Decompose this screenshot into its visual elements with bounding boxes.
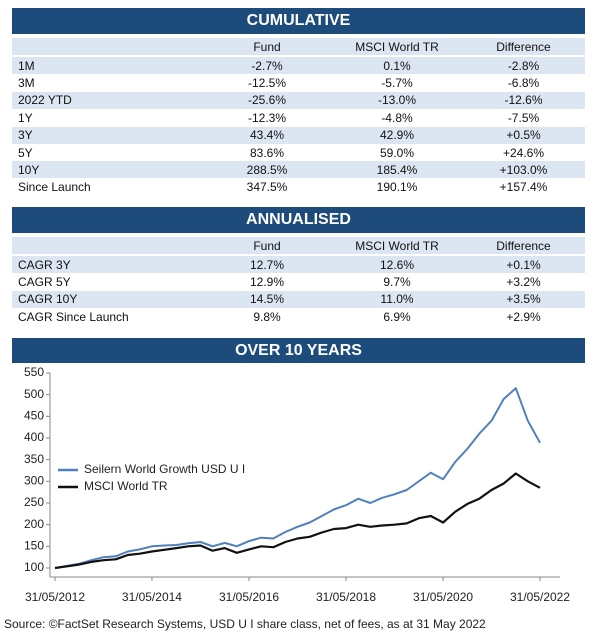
row-label: 3Y: [18, 128, 33, 143]
column-header: Fund: [253, 39, 281, 54]
x-tick-label: 31/05/2018: [316, 590, 376, 604]
cell: 6.9%: [383, 309, 411, 324]
legend-label: Seilern World Growth USD U I: [84, 462, 245, 476]
row-label: CAGR 5Y: [18, 274, 71, 289]
cell: +0.1%: [506, 257, 541, 272]
row-label: 10Y: [18, 162, 40, 177]
x-tick-label: 31/05/2014: [122, 590, 182, 604]
cell: -7.5%: [507, 110, 540, 125]
source-note: Source: ©FactSet Research Systems, USD U…: [4, 617, 486, 631]
row-label: Since Launch: [18, 180, 91, 195]
y-tick-label: 500: [24, 387, 44, 401]
column-header-row: Fund MSCI World TR Difference: [12, 38, 585, 55]
table-row: 1M -2.7% 0.1% -2.8%: [12, 57, 585, 74]
series-line: [54, 472, 541, 570]
y-tick-label: 150: [24, 539, 44, 553]
cell: +3.5%: [506, 292, 541, 307]
table-row: CAGR 3Y 12.7% 12.6% +0.1%: [12, 256, 585, 273]
cell: 59.0%: [379, 145, 415, 160]
cell: -4.8%: [381, 110, 413, 125]
cell: +157.4%: [499, 180, 548, 195]
legend-label: MSCI World TR: [84, 479, 168, 493]
cell: 0.1%: [383, 58, 411, 73]
row-label: CAGR 10Y: [18, 292, 78, 307]
section-header: OVER 10 YEARS: [12, 338, 585, 363]
cell: -5.7%: [381, 75, 413, 90]
section-header: ANNUALISED: [12, 207, 585, 233]
x-tick-label: 31/05/2012: [25, 590, 85, 604]
row-label: 5Y: [18, 145, 33, 160]
row-label: CAGR Since Launch: [18, 309, 129, 324]
x-tick-label: 31/05/2022: [510, 590, 570, 604]
cell: -12.3%: [247, 110, 287, 125]
table-row: CAGR Since Launch 9.8% 6.9% +2.9%: [12, 308, 585, 325]
y-tick-label: 550: [24, 365, 44, 379]
y-tick-label: 400: [24, 430, 44, 444]
y-tick-label: 200: [24, 517, 44, 531]
cell: 83.6%: [249, 145, 285, 160]
table-row: CAGR 5Y 12.9% 9.7% +3.2%: [12, 273, 585, 290]
section-header: CUMULATIVE: [12, 8, 585, 34]
column-header: Difference: [496, 238, 551, 253]
column-header: MSCI World TR: [355, 238, 439, 253]
row-label: 2022 YTD: [18, 93, 72, 108]
y-tick-label: 350: [24, 452, 44, 466]
table-row: Since Launch 347.5% 190.1% +157.4%: [12, 179, 585, 196]
table-row: 2022 YTD -25.6% -13.0% -12.6%: [12, 91, 585, 109]
series-line: [54, 387, 541, 569]
table-row: 5Y 83.6% 59.0% +24.6%: [12, 144, 585, 161]
x-tick-label: 31/05/2020: [413, 590, 473, 604]
cell: -12.5%: [247, 75, 287, 90]
table-row: 10Y 288.5% 185.4% +103.0%: [12, 161, 585, 179]
cell: +0.5%: [506, 128, 541, 143]
cell: +3.2%: [506, 274, 541, 289]
row-label: 1Y: [18, 110, 33, 125]
cell: 12.6%: [379, 257, 415, 272]
cell: +24.6%: [502, 145, 545, 160]
row-label: 3M: [18, 75, 35, 90]
chart: 100 150 200 250 300 350 400 450 500 550 31/05/2012…: [24, 365, 570, 604]
column-header: Fund: [253, 238, 281, 253]
cell: 11.0%: [380, 292, 414, 307]
y-tick-label: 450: [24, 409, 44, 423]
cell: -6.8%: [507, 75, 540, 90]
cell: 9.8%: [253, 309, 281, 324]
cell: 288.5%: [246, 162, 288, 177]
cell: +103.0%: [499, 162, 548, 177]
row-label: CAGR 3Y: [18, 257, 71, 272]
table-row: CAGR 10Y 14.5% 11.0% +3.5%: [12, 290, 585, 308]
y-tick-label: 100: [24, 560, 44, 574]
column-header-row: Fund MSCI World TR Difference: [12, 237, 585, 254]
row-label: 1M: [18, 58, 35, 73]
cell: -13.0%: [377, 93, 417, 108]
cell: 347.5%: [246, 180, 288, 195]
cell: 14.5%: [249, 292, 285, 307]
cell: -2.7%: [251, 58, 283, 73]
cell: 190.1%: [376, 180, 418, 195]
cell: 9.7%: [383, 274, 411, 289]
column-header: MSCI World TR: [355, 39, 439, 54]
y-tick-label: 250: [24, 495, 44, 509]
table-row: 1Y -12.3% -4.8% -7.5%: [12, 109, 585, 126]
y-tick-label: 300: [24, 474, 44, 488]
cell: 185.4%: [376, 162, 418, 177]
column-header: Difference: [496, 39, 551, 54]
cell: 12.7%: [249, 257, 285, 272]
cell: 42.9%: [379, 128, 415, 143]
x-tick-label: 31/05/2016: [219, 590, 279, 604]
table-row: 3Y 43.4% 42.9% +0.5%: [12, 126, 585, 144]
cell: -25.6%: [247, 93, 287, 108]
table-row: 3M -12.5% -5.7% -6.8%: [12, 74, 585, 91]
cell: -12.6%: [504, 93, 543, 108]
cell: 12.9%: [249, 274, 285, 289]
cell: +2.9%: [506, 309, 541, 324]
cell: 43.4%: [249, 128, 285, 143]
cell: -2.8%: [507, 58, 540, 73]
